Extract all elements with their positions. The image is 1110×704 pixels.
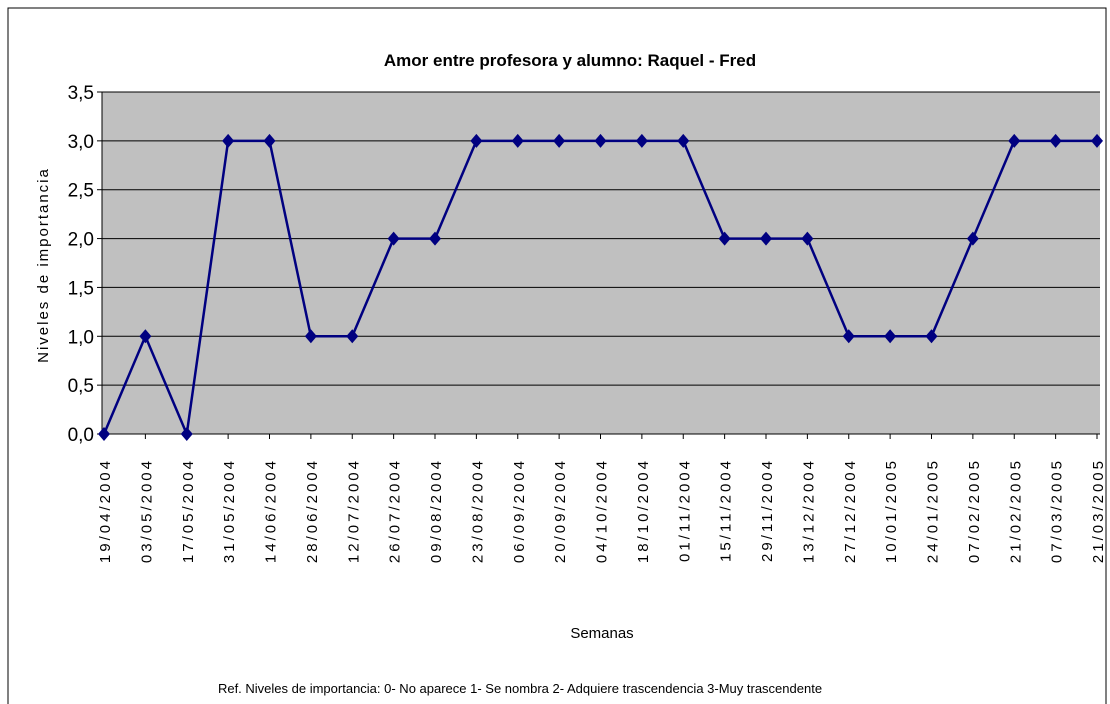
x-tick-label: 04/10/2004 — [594, 458, 611, 563]
data-point — [966, 231, 979, 246]
data-point — [429, 231, 441, 246]
y-tick-label: 0,5 — [68, 376, 94, 397]
x-tick-label: 20/09/2004 — [552, 458, 569, 563]
x-tick-label: 09/08/2004 — [428, 458, 445, 563]
data-point — [263, 133, 276, 148]
data-point — [139, 329, 152, 344]
x-tick-label: 10/01/2005 — [883, 458, 900, 563]
x-tick-label: 28/06/2004 — [304, 458, 321, 563]
x-tick-label: 15/11/2004 — [718, 458, 735, 562]
data-point — [222, 133, 235, 148]
y-tick-label: 3,5 — [68, 83, 94, 104]
data-point — [553, 133, 566, 148]
x-tick-label: 07/02/2005 — [966, 458, 983, 563]
x-tick-label: 03/05/2004 — [138, 458, 155, 563]
data-point — [98, 427, 110, 441]
data-point — [1008, 133, 1021, 148]
x-tick-label: 21/03/2005 — [1090, 458, 1107, 563]
data-point — [635, 133, 648, 148]
y-axis-label: Niveles de importancia — [35, 167, 52, 363]
chart-title: Amor entre profesora y alumno: Raquel - … — [384, 51, 756, 70]
data-point — [1091, 133, 1103, 148]
data-point — [304, 329, 317, 344]
data-point — [511, 133, 524, 148]
x-axis-label: Semanas — [570, 625, 633, 642]
y-tick-label: 2,5 — [68, 181, 94, 202]
data-point — [718, 231, 731, 246]
data-point — [801, 231, 814, 246]
data-point — [180, 427, 193, 441]
data-point — [760, 231, 772, 246]
x-tick-label: 17/05/2004 — [180, 458, 197, 563]
x-tick-label: 13/12/2004 — [800, 458, 817, 563]
footnote: Ref. Niveles de importancia: 0- No apare… — [218, 681, 822, 696]
x-tick-label: 01/11/2004 — [676, 458, 693, 562]
x-tick-label: 14/06/2004 — [263, 458, 280, 563]
data-point — [387, 231, 400, 246]
x-tick-label: 24/01/2005 — [925, 458, 942, 563]
x-tick-label: 19/04/2004 — [97, 458, 114, 563]
x-tick-label: 18/10/2004 — [635, 458, 652, 563]
x-tick-label: 27/12/2004 — [842, 458, 859, 563]
y-tick-label: 3,0 — [68, 132, 94, 153]
data-point — [594, 133, 607, 148]
y-tick-label: 0,0 — [68, 425, 94, 446]
data-point — [1049, 133, 1062, 148]
y-tick-label: 2,0 — [68, 230, 94, 251]
data-point — [925, 329, 938, 344]
x-tick-label: 21/02/2005 — [1007, 458, 1024, 563]
data-point — [470, 133, 483, 148]
x-tick-label: 31/05/2004 — [221, 458, 238, 563]
plot-area — [102, 92, 1100, 434]
x-tick-label: 29/11/2004 — [759, 458, 776, 562]
x-tick-label: 12/07/2004 — [345, 458, 362, 563]
data-point — [346, 329, 359, 344]
y-tick-label: 1,0 — [68, 327, 94, 348]
data-point — [884, 329, 897, 344]
x-tick-label: 26/07/2004 — [387, 458, 404, 563]
data-point — [677, 133, 690, 148]
x-tick-label: 06/09/2004 — [511, 458, 528, 563]
x-tick-label: 23/08/2004 — [469, 458, 486, 563]
y-tick-label: 1,5 — [68, 278, 94, 299]
x-tick-label: 07/03/2005 — [1049, 458, 1066, 563]
data-point — [842, 329, 855, 344]
